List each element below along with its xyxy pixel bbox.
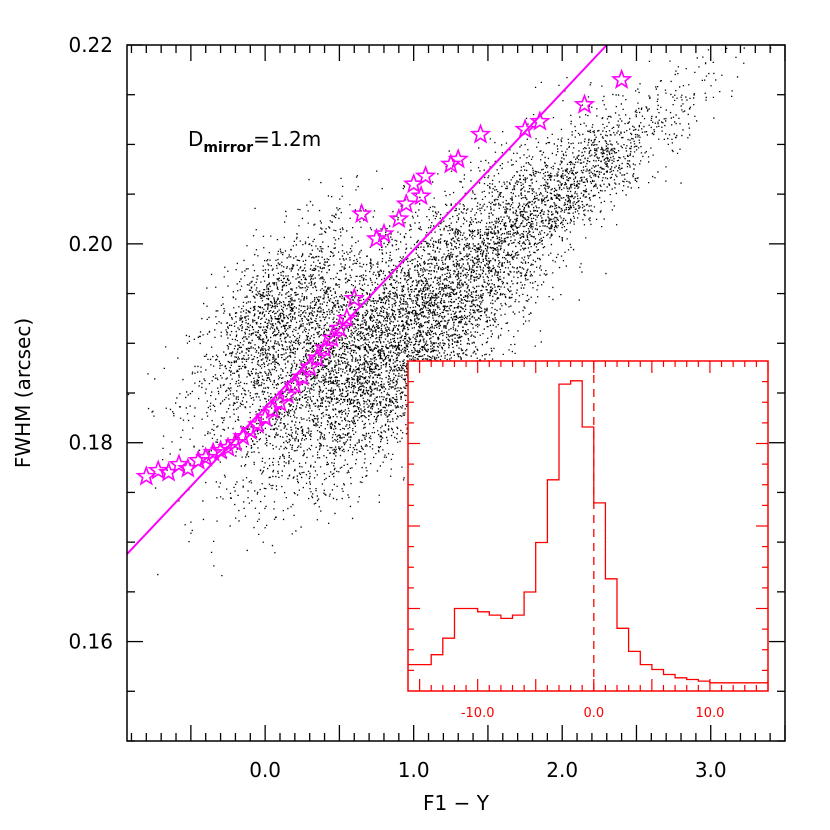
star-marker xyxy=(414,164,437,186)
x-tick-label: 1.0 xyxy=(398,758,430,782)
star-marker xyxy=(440,152,462,174)
star-marker xyxy=(224,431,247,452)
annotation-subscript: mirror xyxy=(203,140,253,156)
star-marker xyxy=(306,346,328,368)
x-tick-label: 0.0 xyxy=(249,758,281,782)
star-marker xyxy=(469,123,492,144)
inset-x-tick-label: 10.0 xyxy=(695,706,724,721)
y-tick-label: 0.22 xyxy=(68,33,113,57)
star-marker xyxy=(529,110,551,131)
star-marker xyxy=(209,439,232,460)
inset-x-tick-label: 0.0 xyxy=(583,706,604,721)
y-tick-label: 0.20 xyxy=(68,232,113,256)
inset-background xyxy=(408,361,768,691)
y-axis-label: FWHM (arcsec) xyxy=(11,318,35,468)
star-marker xyxy=(321,326,343,348)
star-marker xyxy=(187,449,210,470)
star-marker xyxy=(610,68,633,89)
star-marker xyxy=(395,192,417,214)
star-marker xyxy=(573,93,596,114)
star-marker xyxy=(447,147,469,169)
star-marker xyxy=(343,287,365,308)
inset-frame xyxy=(407,360,769,692)
histogram-bars xyxy=(408,380,768,684)
star-marker xyxy=(147,459,169,480)
annotation-rest: =1.2m xyxy=(253,127,321,151)
star-marker xyxy=(365,227,388,249)
star-marker xyxy=(135,465,158,486)
axis-ticks: 0.0 1.0 2.0 3.0 0.16 0.18 0.20 0.22 xyxy=(68,33,786,782)
star-marker xyxy=(328,317,351,338)
star-marker xyxy=(313,337,336,358)
star-marker xyxy=(298,355,321,377)
x-axis-label: F1 − Y xyxy=(423,791,490,815)
star-markers xyxy=(135,68,633,486)
star-marker xyxy=(276,383,299,405)
star-marker xyxy=(514,118,536,139)
star-marker xyxy=(373,222,395,244)
star-marker xyxy=(388,207,410,229)
star-marker xyxy=(239,419,261,440)
star-marker xyxy=(168,453,190,474)
x-tick-label: 3.0 xyxy=(695,758,727,782)
star-marker xyxy=(291,365,313,387)
star-marker xyxy=(202,441,224,462)
star-marker xyxy=(336,307,358,328)
y-tick-label: 0.18 xyxy=(68,431,113,455)
x-tick-label: 2.0 xyxy=(546,758,578,782)
star-marker xyxy=(232,425,254,446)
annotation-main: D xyxy=(188,127,203,151)
star-marker xyxy=(410,184,432,206)
star-marker xyxy=(217,436,239,457)
star-marker xyxy=(350,202,373,224)
inset-histogram: -10.0 0.0 10.0 xyxy=(407,360,769,721)
fit-line xyxy=(126,44,608,555)
star-marker xyxy=(195,446,217,467)
mirror-annotation: Dmirror=1.2m xyxy=(188,127,321,156)
inset-x-tick-label: -10.0 xyxy=(461,706,495,721)
y-tick-label: 0.16 xyxy=(68,630,113,654)
inset-ticks: -10.0 0.0 10.0 xyxy=(408,361,769,721)
